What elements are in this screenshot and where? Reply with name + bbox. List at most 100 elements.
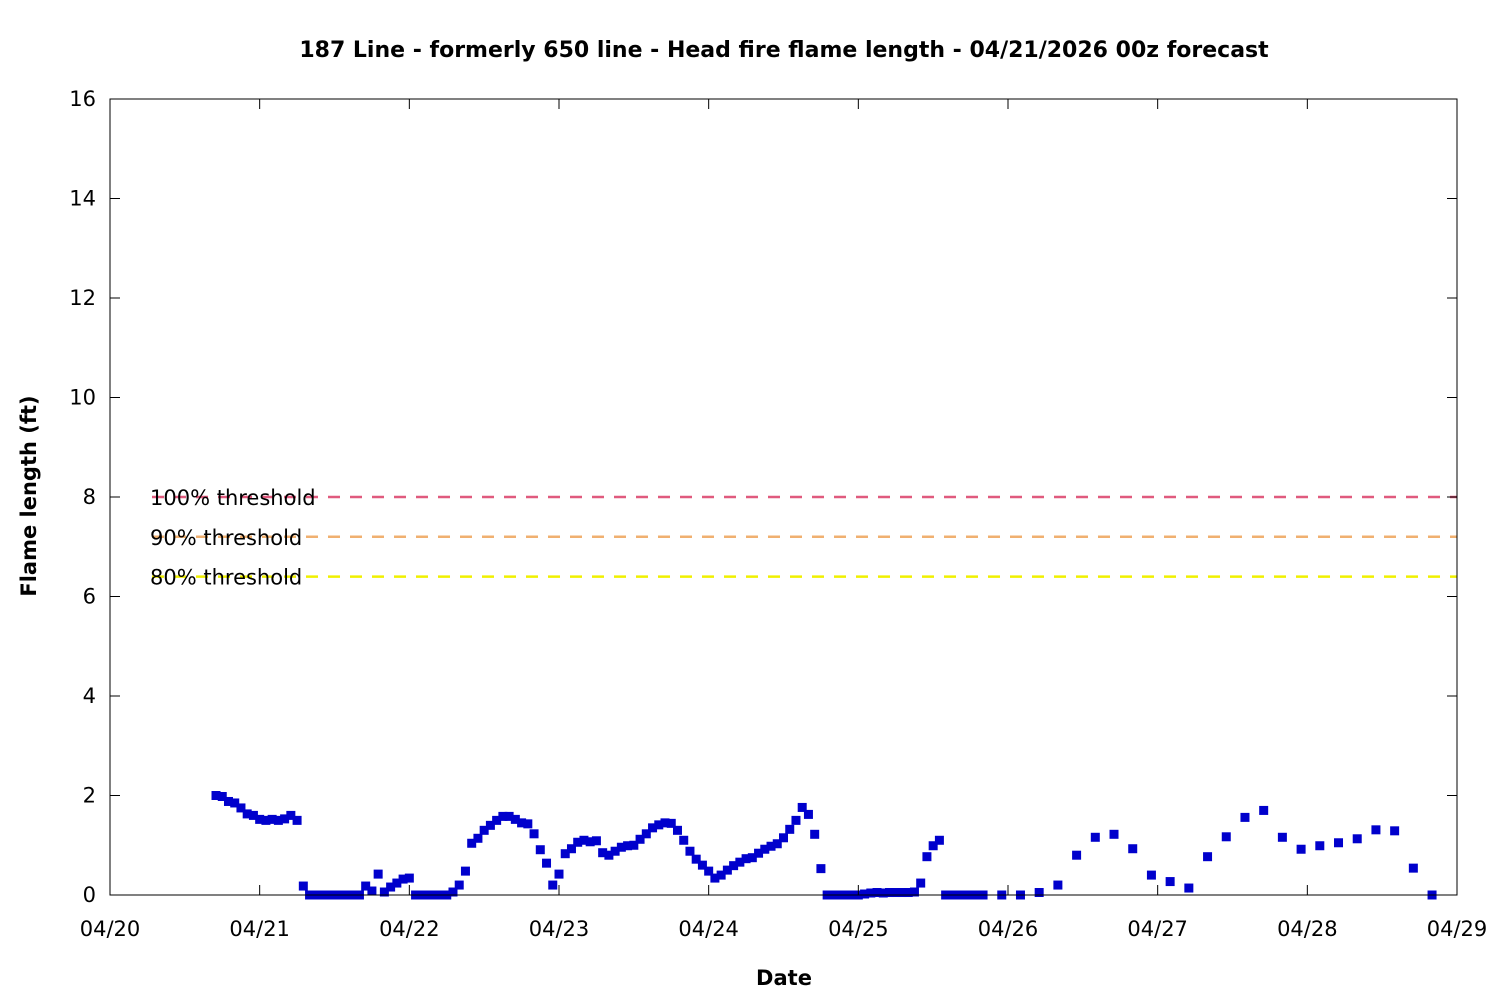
y-tick-label: 4 bbox=[83, 684, 96, 708]
data-point bbox=[916, 878, 926, 888]
data-point bbox=[1053, 880, 1063, 890]
data-point bbox=[1165, 877, 1175, 887]
data-point bbox=[236, 803, 246, 813]
data-point bbox=[922, 852, 932, 862]
x-tick-label: 04/22 bbox=[379, 917, 440, 941]
y-tick-label: 0 bbox=[83, 883, 96, 907]
data-point bbox=[648, 823, 658, 833]
data-point bbox=[716, 870, 726, 880]
data-point bbox=[928, 841, 938, 851]
data-point bbox=[473, 833, 483, 843]
data-point bbox=[1072, 850, 1082, 860]
data-point bbox=[610, 846, 620, 856]
data-point bbox=[697, 860, 707, 870]
y-tick-label: 2 bbox=[83, 784, 96, 808]
data-point bbox=[398, 874, 408, 884]
data-point bbox=[242, 809, 252, 819]
data-point bbox=[897, 888, 907, 898]
axes: 0 2 4 6 8 10 12 14 16 04/20 04/21 04/22 04/23 04/24 04… bbox=[69, 87, 1487, 941]
data-point bbox=[467, 838, 477, 848]
x-tick-label: 04/26 bbox=[978, 917, 1039, 941]
data-point bbox=[1352, 834, 1362, 844]
data-point bbox=[292, 815, 302, 825]
data-point bbox=[1315, 841, 1325, 851]
data-point bbox=[779, 833, 788, 843]
data-point bbox=[766, 841, 776, 851]
y-tick-label: 8 bbox=[83, 485, 96, 509]
data-point bbox=[579, 835, 589, 845]
y-axis-label: Flame length (ft) bbox=[17, 395, 41, 596]
data-point bbox=[934, 835, 944, 845]
data-point bbox=[666, 818, 676, 828]
data-point bbox=[548, 880, 558, 890]
y-tick-label: 12 bbox=[69, 286, 96, 310]
data-point bbox=[392, 878, 402, 888]
data-point bbox=[735, 857, 745, 867]
data-point bbox=[280, 814, 290, 824]
data-point bbox=[217, 791, 227, 801]
data-point bbox=[379, 887, 389, 897]
data-point bbox=[660, 818, 670, 828]
data-point bbox=[797, 802, 807, 812]
x-axis-label: Date bbox=[756, 966, 812, 990]
data-point bbox=[535, 845, 545, 855]
data-point bbox=[629, 840, 639, 850]
data-point bbox=[498, 811, 508, 821]
data-point bbox=[255, 814, 265, 824]
data-point bbox=[654, 820, 664, 830]
data-point bbox=[760, 844, 770, 854]
data-point bbox=[560, 849, 570, 859]
data-point bbox=[623, 841, 633, 851]
data-point bbox=[885, 888, 895, 898]
data-point bbox=[1296, 844, 1306, 854]
data-point bbox=[810, 829, 820, 839]
data-point bbox=[785, 824, 795, 834]
data-point bbox=[517, 818, 527, 828]
y-tick-label: 14 bbox=[69, 187, 96, 211]
data-point bbox=[448, 887, 458, 897]
data-point bbox=[1221, 832, 1231, 842]
legend-label-2: 90% threshold bbox=[150, 526, 302, 550]
data-point bbox=[485, 820, 495, 830]
data-point bbox=[361, 881, 371, 891]
data-point bbox=[1109, 829, 1119, 839]
data-point bbox=[722, 865, 732, 875]
data-point bbox=[891, 888, 901, 898]
data-point bbox=[1259, 805, 1269, 815]
data-point bbox=[230, 798, 240, 808]
data-point bbox=[641, 829, 651, 839]
data-point bbox=[542, 858, 552, 868]
chart-title: 187 Line - formerly 650 line - Head fire… bbox=[299, 38, 1269, 63]
data-point bbox=[492, 815, 502, 825]
data-point bbox=[1334, 838, 1344, 848]
data-point bbox=[573, 837, 583, 847]
data-point bbox=[591, 836, 601, 846]
data-point bbox=[523, 819, 533, 829]
data-point bbox=[635, 834, 645, 844]
data-point bbox=[816, 864, 826, 874]
data-points bbox=[211, 791, 1437, 900]
y-tick-label: 6 bbox=[83, 585, 96, 609]
data-point bbox=[741, 854, 751, 864]
data-point bbox=[1128, 844, 1138, 854]
x-tick-label: 04/20 bbox=[80, 917, 141, 941]
data-point bbox=[510, 814, 520, 824]
data-point bbox=[872, 888, 882, 898]
data-point bbox=[261, 815, 271, 825]
data-point bbox=[903, 888, 913, 898]
data-point bbox=[1184, 883, 1194, 893]
x-tick-label: 04/21 bbox=[229, 917, 290, 941]
data-point bbox=[1146, 870, 1156, 880]
data-point bbox=[791, 815, 801, 825]
data-point bbox=[878, 888, 888, 898]
x-tick-label: 04/28 bbox=[1277, 917, 1338, 941]
data-point bbox=[504, 811, 514, 821]
data-point bbox=[460, 866, 470, 876]
data-point bbox=[298, 881, 308, 891]
data-point bbox=[909, 887, 919, 897]
data-point bbox=[1371, 825, 1381, 835]
x-tick-label: 04/27 bbox=[1127, 917, 1188, 941]
data-point bbox=[554, 869, 564, 879]
data-point bbox=[1203, 852, 1213, 862]
data-point bbox=[273, 815, 283, 825]
